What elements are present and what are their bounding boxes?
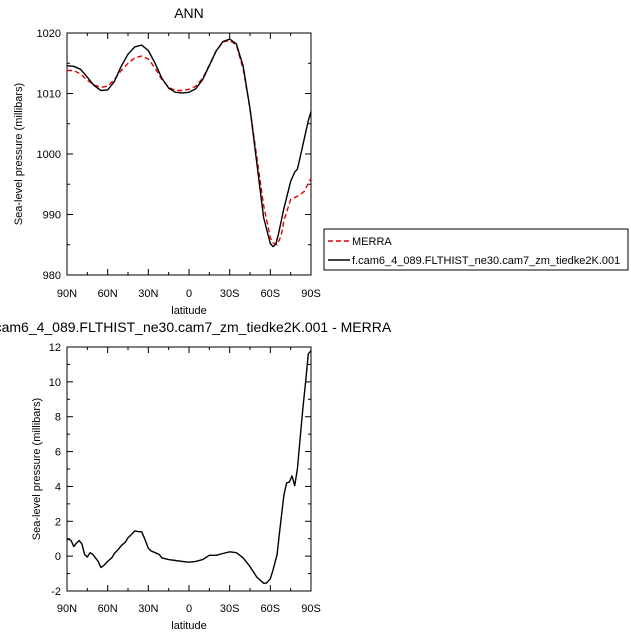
y-tick-label: 1000 (37, 149, 61, 161)
y-tick-label: 980 (43, 270, 61, 282)
y-tick-label: -2 (51, 586, 61, 598)
x-tick-label: 30N (138, 603, 158, 615)
x-tick-label: 30S (220, 288, 240, 300)
y-tick-label: 1010 (37, 89, 61, 101)
series-line-1-2 (66, 38, 312, 248)
y-tick-label: 6 (55, 447, 61, 459)
panel-2-title: f.cam6_4_089.FLTHIST_ne30.cam7_zm_tiedke… (0, 319, 392, 335)
y-tick-label: 8 (55, 412, 61, 424)
y-tick-label: 4 (55, 481, 61, 493)
y-axis-label: Sea-level pressure (millibars) (13, 83, 25, 225)
x-tick-label: 0 (186, 288, 192, 300)
x-tick-label: 90S (301, 603, 321, 615)
x-tick-label: 0 (186, 603, 192, 615)
panel-1-frame (66, 32, 312, 276)
x-tick-label: 60S (261, 288, 281, 300)
series-line-1-1 (67, 39, 312, 246)
x-axis-label: latitude (171, 620, 206, 632)
x-tick-label: 30N (138, 288, 158, 300)
y-tick-label: 1020 (37, 28, 61, 40)
legend-box (323, 228, 629, 271)
x-tick-label: 60N (98, 288, 118, 300)
x-tick-label: 60N (98, 603, 118, 615)
x-tick-label: 90S (301, 288, 321, 300)
y-tick-label: 990 (43, 210, 61, 222)
x-tick-label: 90N (57, 603, 77, 615)
x-tick-label: 30S (220, 603, 240, 615)
y-tick-label: 12 (49, 342, 61, 354)
y-axis-label: Sea-level pressure (millibars) (31, 398, 43, 540)
y-tick-label: 10 (49, 377, 61, 389)
x-tick-label: 90N (57, 288, 77, 300)
y-tick-label: 2 (55, 516, 61, 528)
panel-2-frame (66, 346, 312, 592)
x-tick-label: 60S (261, 603, 281, 615)
x-axis-label: latitude (171, 305, 206, 317)
legend-label-2: f.cam6_4_089.FLTHIST_ne30.cam7_zm_tiedke… (352, 255, 620, 267)
series-line-2-1 (66, 350, 312, 584)
panel-1-title: ANN (174, 5, 204, 21)
legend-label-1: MERRA (352, 236, 392, 248)
y-tick-label: 0 (55, 551, 61, 563)
